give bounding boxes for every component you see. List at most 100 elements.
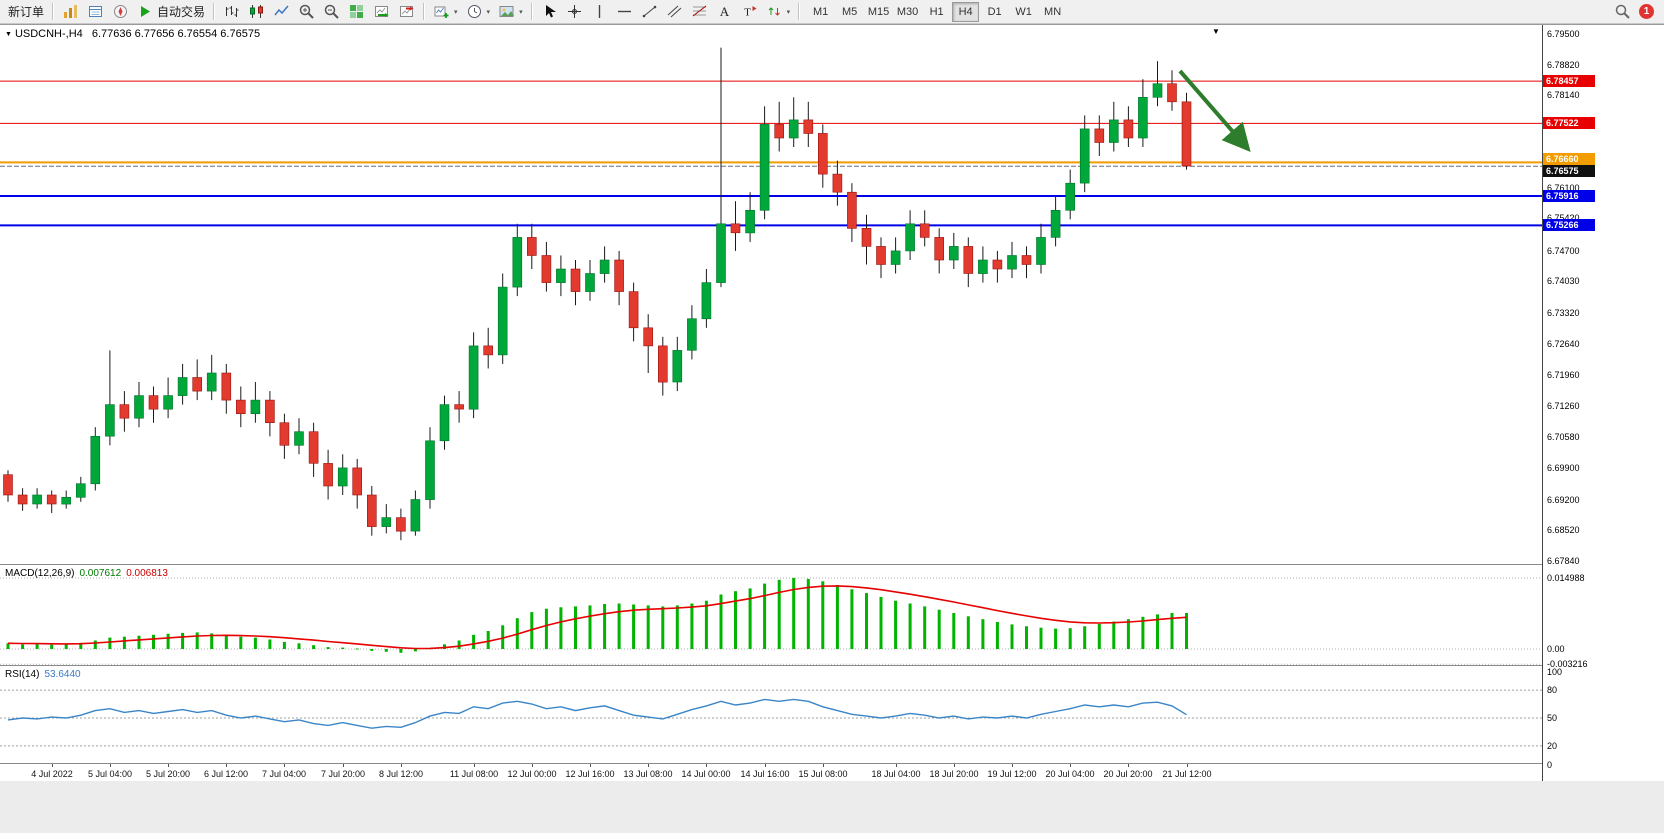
- chart-menu-icon[interactable]: ▼: [5, 31, 12, 38]
- chart-bars-button[interactable]: [219, 1, 244, 22]
- time-axis-label: 20 Jul 04:00: [1045, 769, 1095, 779]
- market-watch-button[interactable]: [58, 1, 83, 22]
- price-line-label: 6.76575: [1543, 165, 1595, 177]
- crosshair-icon: [566, 3, 583, 20]
- axis-tick-label: 6.67840: [1547, 556, 1580, 566]
- timeframe-button-w1[interactable]: W1: [1010, 2, 1037, 22]
- time-axis-label: 6 Jul 12:00: [203, 769, 249, 779]
- time-tick: [474, 764, 475, 767]
- time-tick: [401, 764, 402, 767]
- timeframe-button-d1[interactable]: D1: [981, 2, 1008, 22]
- time-axis[interactable]: 4 Jul 2022 5 Jul 04:00 5 Jul 20:00 6 Jul 12…: [0, 764, 1542, 781]
- time-axis-label: 13 Jul 08:00: [623, 769, 673, 779]
- timeframe-button-h1[interactable]: H1: [923, 2, 950, 22]
- time-axis-label: 12 Jul 16:00: [565, 769, 615, 779]
- time-axis-label: 18 Jul 20:00: [929, 769, 979, 779]
- axis-tick-label: 6.71260: [1547, 401, 1580, 411]
- macd-splitter[interactable]: [0, 564, 1664, 565]
- cursor-icon: [541, 3, 558, 20]
- label-icon: T: [741, 3, 758, 20]
- time-tick: [1012, 764, 1013, 767]
- crosshair-button[interactable]: [562, 1, 587, 22]
- axis-tick-label: 80: [1547, 685, 1558, 695]
- axis-tick-label: 100: [1547, 667, 1563, 677]
- zoom-in-button[interactable]: [294, 1, 319, 22]
- time-axis-label: 7 Jul 04:00: [261, 769, 307, 779]
- timeframe-button-m1[interactable]: M1: [807, 2, 834, 22]
- timeframe-button-mn[interactable]: MN: [1039, 2, 1066, 22]
- axis-tick-label: 0: [1547, 760, 1553, 770]
- axis-tick-label: 50: [1547, 713, 1558, 723]
- chart-candles-button[interactable]: [244, 1, 269, 22]
- data-window-button[interactable]: [83, 1, 108, 22]
- price-line-label: 6.77522: [1543, 117, 1595, 129]
- line-chart-icon: [273, 3, 290, 20]
- label-button[interactable]: T: [737, 1, 762, 22]
- symbol-period-label: USDCNH-,H4: [14, 28, 83, 40]
- timeframe-button-m5[interactable]: M5: [836, 2, 863, 22]
- zoom-out-button[interactable]: [319, 1, 344, 22]
- rsi-name: RSI(14): [5, 669, 40, 680]
- time-tick: [532, 764, 533, 767]
- axis-tick-label: 6.78820: [1547, 60, 1580, 70]
- autotrading-button[interactable]: 自动交易: [133, 1, 209, 22]
- search-button[interactable]: [1610, 1, 1635, 22]
- arrow-tools-button[interactable]: ▾: [762, 1, 795, 22]
- horizontal-line-button[interactable]: [612, 1, 637, 22]
- axis-tick-label: 6.74030: [1547, 276, 1580, 286]
- timeframe-button-m15[interactable]: M15: [865, 2, 892, 22]
- new-chart-button[interactable]: ▾: [429, 1, 462, 22]
- timeframe-button-m30[interactable]: M30: [894, 2, 921, 22]
- rsi-panel-canvas[interactable]: [0, 666, 1542, 763]
- cursor-button[interactable]: [537, 1, 562, 22]
- rsi-splitter[interactable]: [0, 665, 1664, 666]
- time-axis-label: 14 Jul 00:00: [681, 769, 731, 779]
- dropdown-caret: ▾: [786, 8, 791, 16]
- axis-tick-label: 20: [1547, 741, 1558, 751]
- template-icon: [498, 3, 515, 20]
- axis-tick-label: -0.003216: [1547, 659, 1588, 669]
- toolbar-separator: [530, 3, 533, 20]
- notification-badge[interactable]: 1: [1639, 4, 1654, 19]
- data-window-icon: [87, 3, 104, 20]
- scroll-anchor-icon[interactable]: ▼: [1212, 27, 1220, 36]
- template-button[interactable]: ▾: [494, 1, 527, 22]
- price-chart-canvas[interactable]: [0, 25, 1542, 564]
- bar-chart-icon: [223, 3, 240, 20]
- chart-line-button[interactable]: [269, 1, 294, 22]
- macd-panel-canvas[interactable]: [0, 565, 1542, 665]
- time-axis-label: 8 Jul 12:00: [378, 769, 424, 779]
- period-selector-button[interactable]: ▾: [462, 1, 495, 22]
- new-order-button[interactable]: 新订单: [4, 1, 48, 22]
- axis-tick-label: 6.78140: [1547, 90, 1580, 100]
- zoom-in-icon: [298, 3, 315, 20]
- auto-scroll-button[interactable]: [369, 1, 394, 22]
- auto-scroll-icon: [373, 3, 390, 20]
- new-chart-icon: [433, 3, 450, 20]
- timeframe-button-h4[interactable]: H4: [952, 1, 980, 22]
- axis-tick-label: 6.71960: [1547, 370, 1580, 380]
- time-axis-splitter: [0, 763, 1664, 764]
- autotrading-label: 自动交易: [157, 5, 206, 19]
- arrows-icon: [766, 3, 783, 20]
- vertical-line-button[interactable]: [587, 1, 612, 22]
- main-toolbar: 新订单 自动交易 ▾ ▾ ▾ A T ▾ M1 M5 M15 M30 H1 H4 D1 W1 M…: [0, 0, 1664, 24]
- chart-shift-button[interactable]: [394, 1, 419, 22]
- axis-tick-label: 6.69200: [1547, 495, 1580, 505]
- svg-text:T: T: [744, 7, 751, 19]
- text-button[interactable]: A: [712, 1, 737, 22]
- fibonacci-button[interactable]: [687, 1, 712, 22]
- trendline-button[interactable]: [637, 1, 662, 22]
- tile-windows-button[interactable]: [344, 1, 369, 22]
- channel-button[interactable]: [662, 1, 687, 22]
- toolbar-separator: [213, 3, 216, 20]
- axis-tick-label: 0.014988: [1547, 573, 1585, 583]
- toolbar-separator: [423, 3, 426, 20]
- navigator-button[interactable]: [108, 1, 133, 22]
- timeframe-group: M1 M5 M15 M30 H1 H4 D1 W1 MN: [806, 1, 1067, 22]
- channel-icon: [666, 3, 683, 20]
- price-axis[interactable]: 6.795006.788206.781406.774606.767806.761…: [1542, 25, 1664, 781]
- time-tick: [110, 764, 111, 767]
- time-axis-label: 21 Jul 12:00: [1162, 769, 1212, 779]
- ohlc-values: 6.77636 6.77656 6.76554 6.76575: [91, 28, 261, 40]
